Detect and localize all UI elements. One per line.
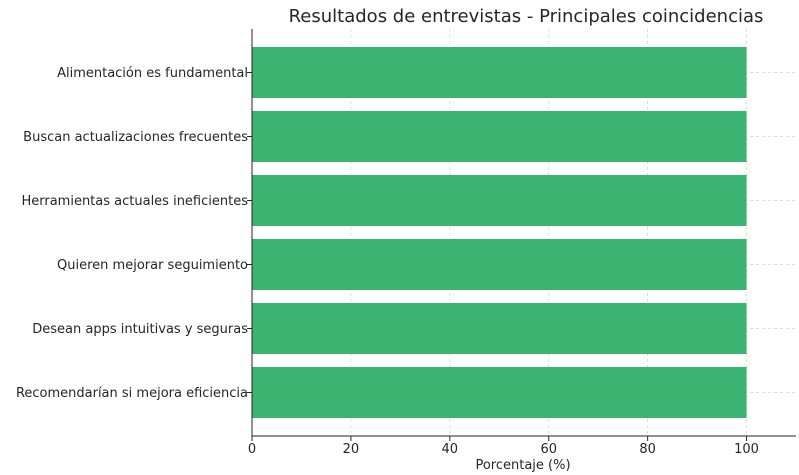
x-axis-title: Porcentaje (%) bbox=[475, 458, 570, 473]
category-label: Buscan actualizaciones frecuentes bbox=[23, 130, 248, 145]
x-tick-label: 40 bbox=[442, 442, 459, 457]
category-label: Desean apps intuitivas y seguras bbox=[32, 322, 248, 337]
bar-layer bbox=[252, 47, 747, 418]
category-label: Quieren mejorar seguimiento bbox=[57, 258, 248, 273]
x-tick-label: 0 bbox=[248, 442, 256, 457]
category-label: Recomendarían si mejora eficiencia bbox=[16, 386, 248, 401]
bar bbox=[252, 111, 747, 162]
bar bbox=[252, 303, 747, 354]
bar bbox=[252, 239, 747, 290]
bar bbox=[252, 367, 747, 418]
category-label-layer: Alimentación es fundamental Buscan actual… bbox=[16, 66, 252, 401]
x-tick-layer: 0 20 40 60 80 100 bbox=[248, 436, 759, 457]
category-label: Alimentación es fundamental bbox=[57, 66, 248, 81]
axis-layer bbox=[251, 29, 796, 437]
bar bbox=[252, 175, 747, 226]
chart-title: Resultados de entrevistas - Principales … bbox=[289, 6, 764, 27]
x-tick-label: 80 bbox=[639, 442, 656, 457]
x-tick-label: 100 bbox=[734, 442, 759, 457]
category-label: Herramientas actuales ineficientes bbox=[21, 194, 248, 209]
bar bbox=[252, 47, 747, 98]
x-tick-label: 60 bbox=[540, 442, 557, 457]
x-tick-label: 20 bbox=[343, 442, 360, 457]
